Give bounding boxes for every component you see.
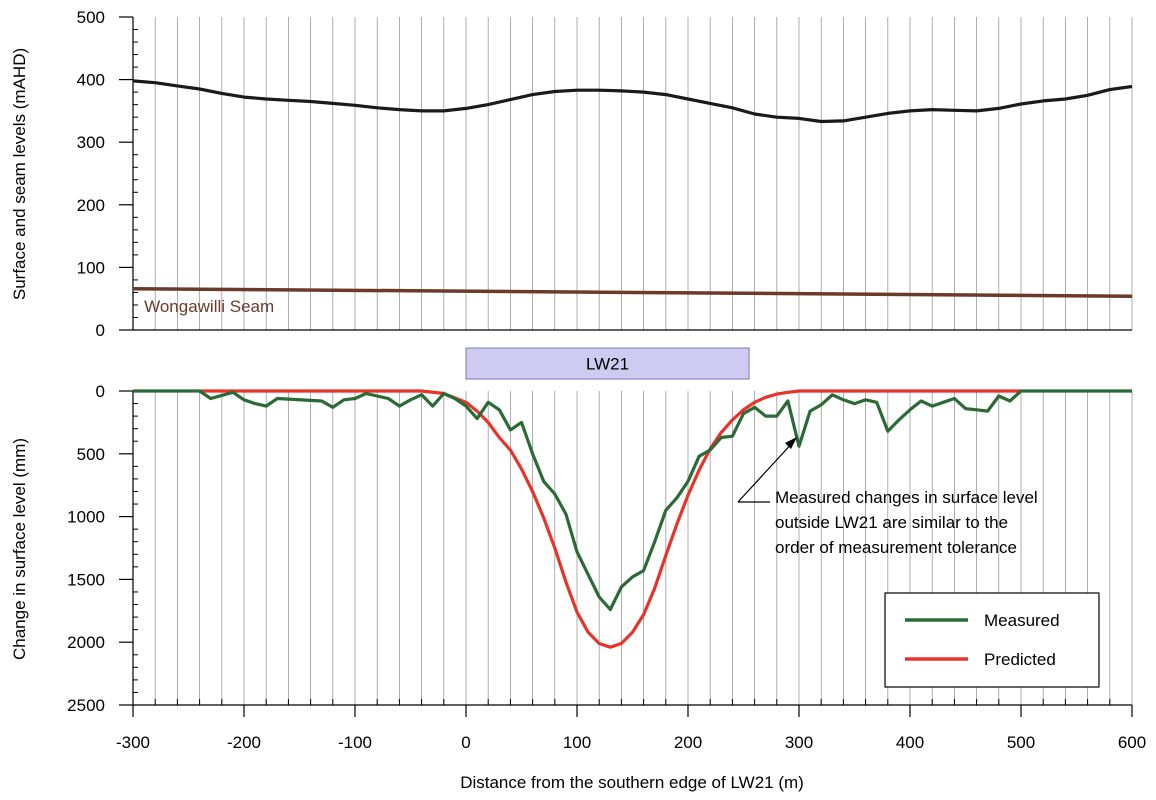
- legend: Measured Predicted: [884, 592, 1100, 688]
- lw21-panel-rect: [465, 347, 750, 380]
- xtick-label: 400: [896, 733, 924, 752]
- annotation-line-1: Measured changes in surface level: [775, 488, 1038, 507]
- legend-label-measured: Measured: [984, 611, 1060, 630]
- annotation-arrowhead: [785, 437, 797, 449]
- tick-labels: 010020030040050005001000150020002500-300…: [67, 8, 1146, 752]
- predicted-subsidence-line: [199, 389, 1021, 649]
- wongawilli-seam-line: [132, 286, 1133, 298]
- bottom-ytick-label: 2000: [67, 633, 105, 652]
- xtick-label: 200: [674, 733, 702, 752]
- top-ytick-label: 200: [77, 196, 105, 215]
- xtick-label: 0: [461, 733, 470, 752]
- x-axis-title: Distance from the southern edge of LW21 …: [460, 773, 804, 792]
- lw21-panel-marker: LW21: [465, 347, 750, 380]
- minor-ticks: [133, 29, 1111, 705]
- xtick-label: -100: [338, 733, 372, 752]
- top-ytick-label: 300: [77, 133, 105, 152]
- xtick-label: 500: [1007, 733, 1035, 752]
- top-ytick-label: 0: [96, 321, 105, 340]
- annotation-line-3: order of measurement tolerance: [775, 538, 1017, 557]
- annotation-line-2: outside LW21 are similar to the: [775, 513, 1008, 532]
- top-ytick-label: 100: [77, 258, 105, 277]
- axes: [119, 16, 1133, 717]
- bottom-y-axis-title: Change in surface level (mm): [10, 438, 29, 660]
- legend-box: [884, 592, 1100, 688]
- legend-label-predicted: Predicted: [984, 650, 1056, 669]
- bottom-ytick-label: 2500: [67, 696, 105, 715]
- series: [132, 79, 1133, 649]
- grid: [154, 17, 1133, 705]
- seam-label: Wongawilli Seam: [144, 297, 274, 316]
- xtick-label: 600: [1118, 733, 1146, 752]
- top-ytick-label: 400: [77, 71, 105, 90]
- xtick-label: -200: [227, 733, 261, 752]
- tolerance-annotation: Measured changes in surface level outsid…: [737, 437, 1038, 557]
- annotation-arrow-line: [737, 439, 796, 503]
- bottom-ytick-label: 500: [77, 445, 105, 464]
- top-y-axis-title: Surface and seam levels (mAHD): [10, 48, 29, 300]
- lw21-panel-label: LW21: [586, 354, 629, 373]
- bottom-ytick-label: 0: [96, 382, 105, 401]
- xtick-label: -300: [116, 733, 150, 752]
- surface-level-line: [132, 79, 1133, 124]
- measured-subsidence-line: [133, 389, 1132, 612]
- bottom-ytick-label: 1000: [67, 508, 105, 527]
- top-ytick-label: 500: [77, 8, 105, 27]
- xtick-label: 100: [563, 733, 591, 752]
- xtick-label: 300: [785, 733, 813, 752]
- bottom-ytick-label: 1500: [67, 570, 105, 589]
